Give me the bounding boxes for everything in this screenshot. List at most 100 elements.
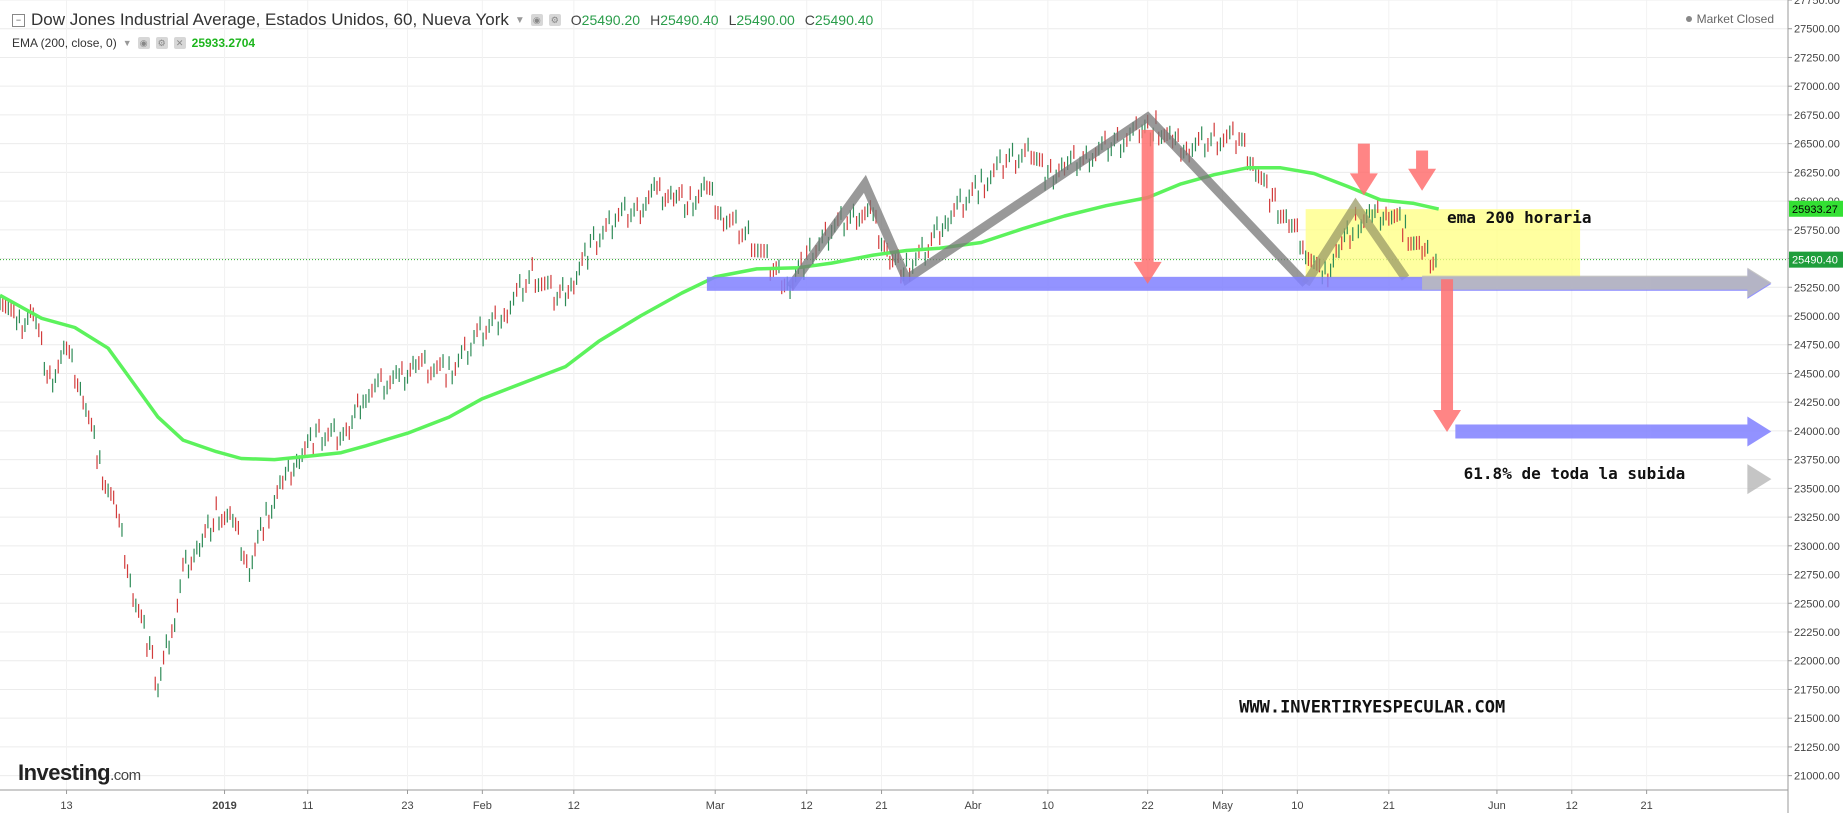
y-tick-label: 25250.00 <box>1794 282 1840 294</box>
arrow-head <box>1133 261 1162 284</box>
y-axis-panel <box>1788 0 1846 813</box>
investing-logo: Investing.com <box>18 760 141 786</box>
indicator-value: 25933.2704 <box>191 36 256 50</box>
y-tick-label: 26750.00 <box>1794 110 1840 122</box>
y-tick-label: 23750.00 <box>1794 455 1840 467</box>
y-tick-label: 22500.00 <box>1794 598 1840 610</box>
retest-pattern-line <box>1301 197 1410 287</box>
y-tick-label: 22250.00 <box>1794 627 1840 639</box>
arrow-head <box>1747 464 1772 495</box>
ema-price-tag: 25933.27 <box>1789 200 1843 217</box>
x-tick-label: Feb <box>473 800 492 812</box>
price-series-layer <box>0 110 1437 698</box>
x-tick-label: 12 <box>801 800 813 812</box>
y-tick-label: 23500.00 <box>1794 483 1840 495</box>
indicator-label: EMA (200, close, 0) <box>12 36 117 50</box>
x-tick-label: 13 <box>60 800 72 812</box>
arrows-layer <box>706 129 1772 495</box>
y-axis: 27750.00 27500.00 27250.00 27000.00 26750.00… <box>1787 0 1846 813</box>
ohlc-low: L25490.00 <box>728 12 795 28</box>
x-tick-label: 21 <box>1640 800 1652 812</box>
ohlc-high: H25490.40 <box>650 12 719 28</box>
x-tick-label: 12 <box>568 800 580 812</box>
x-tick-label: 23 <box>401 800 413 812</box>
arrow-head <box>1349 173 1378 196</box>
vertical-arrow <box>1349 143 1378 196</box>
website-annotation: WWW.INVERTIRYESPECULAR.COM <box>1239 697 1505 717</box>
close-icon[interactable]: ✕ <box>173 37 186 49</box>
y-tick-label: 23000.00 <box>1794 541 1840 553</box>
x-tick-label: Jun <box>1488 800 1506 812</box>
y-tick-label: 22750.00 <box>1794 570 1840 582</box>
last-price-tag: 25490.40 <box>1789 251 1843 268</box>
ema-annotation: ema 200 horaria <box>1447 208 1592 227</box>
vertical-arrow <box>1433 279 1462 433</box>
last-price-tag-text: 25490.40 <box>1792 255 1838 267</box>
dropdown-caret-icon[interactable]: ▼ <box>514 14 525 26</box>
arrow-head <box>1433 410 1462 433</box>
ema-price-tag-bg <box>1789 200 1843 217</box>
chart-grid <box>0 0 1788 790</box>
y-tick-label: 21500.00 <box>1794 713 1840 725</box>
ema-price-tag-text: 25933.27 <box>1792 204 1838 216</box>
horizontal-arrow <box>1747 464 1772 495</box>
collapse-icon[interactable]: − <box>12 13 25 27</box>
arrow-shaft <box>1357 143 1370 176</box>
horizontal-arrow <box>1422 267 1772 298</box>
arrow-head <box>1408 168 1437 191</box>
y-tick-label: 26500.00 <box>1794 139 1840 151</box>
x-tick-label: 12 <box>1566 800 1578 812</box>
y-tick-label: 24500.00 <box>1794 368 1840 380</box>
ema-series-layer <box>0 166 1440 462</box>
arrow-shaft <box>1441 279 1454 413</box>
arrow-shaft <box>1422 275 1750 290</box>
y-tick-label: 24000.00 <box>1794 426 1840 438</box>
x-tick-label: Mar <box>706 800 725 812</box>
x-tick-label: 10 <box>1042 800 1054 812</box>
y-tick-label: 23250.00 <box>1794 512 1840 524</box>
status-dot-icon <box>1685 16 1692 22</box>
x-tick-label: 21 <box>1383 800 1395 812</box>
y-tick-label: 24750.00 <box>1794 340 1840 352</box>
x-axis: 13 2019 11 23 Feb 12 Mar 12 21 Abr 10 22 May 10 21 Jun 1… <box>0 789 1788 812</box>
y-tick-label: 27250.00 <box>1794 52 1840 64</box>
x-tick-label: 10 <box>1291 800 1303 812</box>
logo-suffix: .com <box>110 767 141 784</box>
x-tick-label: 22 <box>1142 800 1154 812</box>
chart-header: − Dow Jones Industrial Average, Estados … <box>12 10 873 30</box>
y-tick-label: 21000.00 <box>1794 771 1840 783</box>
y-tick-label: 25000.00 <box>1794 311 1840 323</box>
ohlc-close: C25490.40 <box>804 12 874 28</box>
arrow-shaft <box>1455 424 1750 439</box>
y-tick-label: 24250.00 <box>1794 397 1840 409</box>
last-price-tag-bg <box>1789 251 1843 268</box>
dropdown-caret-icon[interactable]: ▼ <box>122 38 132 48</box>
y-tick-label: 22000.00 <box>1794 656 1840 668</box>
eye-icon[interactable]: ◉ <box>530 14 543 26</box>
y-tick-label: 25750.00 <box>1794 225 1840 237</box>
x-tick-label: Abr <box>964 800 981 812</box>
arrow-head <box>1747 416 1772 447</box>
y-tick-label: 26250.00 <box>1794 167 1840 179</box>
vertical-arrow <box>1408 150 1437 191</box>
settings-icon[interactable]: ⚙ <box>155 37 168 49</box>
ohlc-open: O25490.20 <box>570 12 641 28</box>
arrow-shaft <box>1141 129 1154 264</box>
horizontal-arrow <box>1455 416 1772 447</box>
ema-200-line <box>0 166 1440 462</box>
arrow-head <box>1747 267 1772 298</box>
annotations-layer: ema 200 horaria 61.8% de toda la subida WW… <box>1239 208 1685 718</box>
y-tick-label: 27500.00 <box>1794 24 1840 36</box>
x-tick-label: May <box>1212 800 1233 812</box>
eye-icon[interactable]: ◉ <box>137 37 150 49</box>
market-status-label: Market Closed <box>1696 12 1774 26</box>
arrow-shaft <box>1416 150 1429 171</box>
y-tick-label: 21250.00 <box>1794 742 1840 754</box>
y-tick-label: 27750.00 <box>1794 0 1840 7</box>
ema-zone <box>1305 209 1581 279</box>
x-tick-label: 11 <box>302 800 313 812</box>
market-status: Market Closed <box>1685 12 1774 26</box>
settings-icon[interactable]: ⚙ <box>548 14 561 26</box>
y-tick-label: 27000.00 <box>1794 81 1840 93</box>
